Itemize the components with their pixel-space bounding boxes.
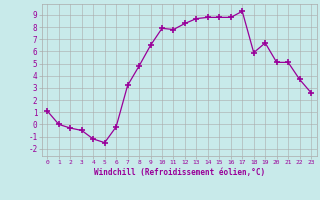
X-axis label: Windchill (Refroidissement éolien,°C): Windchill (Refroidissement éolien,°C) [94,168,265,177]
